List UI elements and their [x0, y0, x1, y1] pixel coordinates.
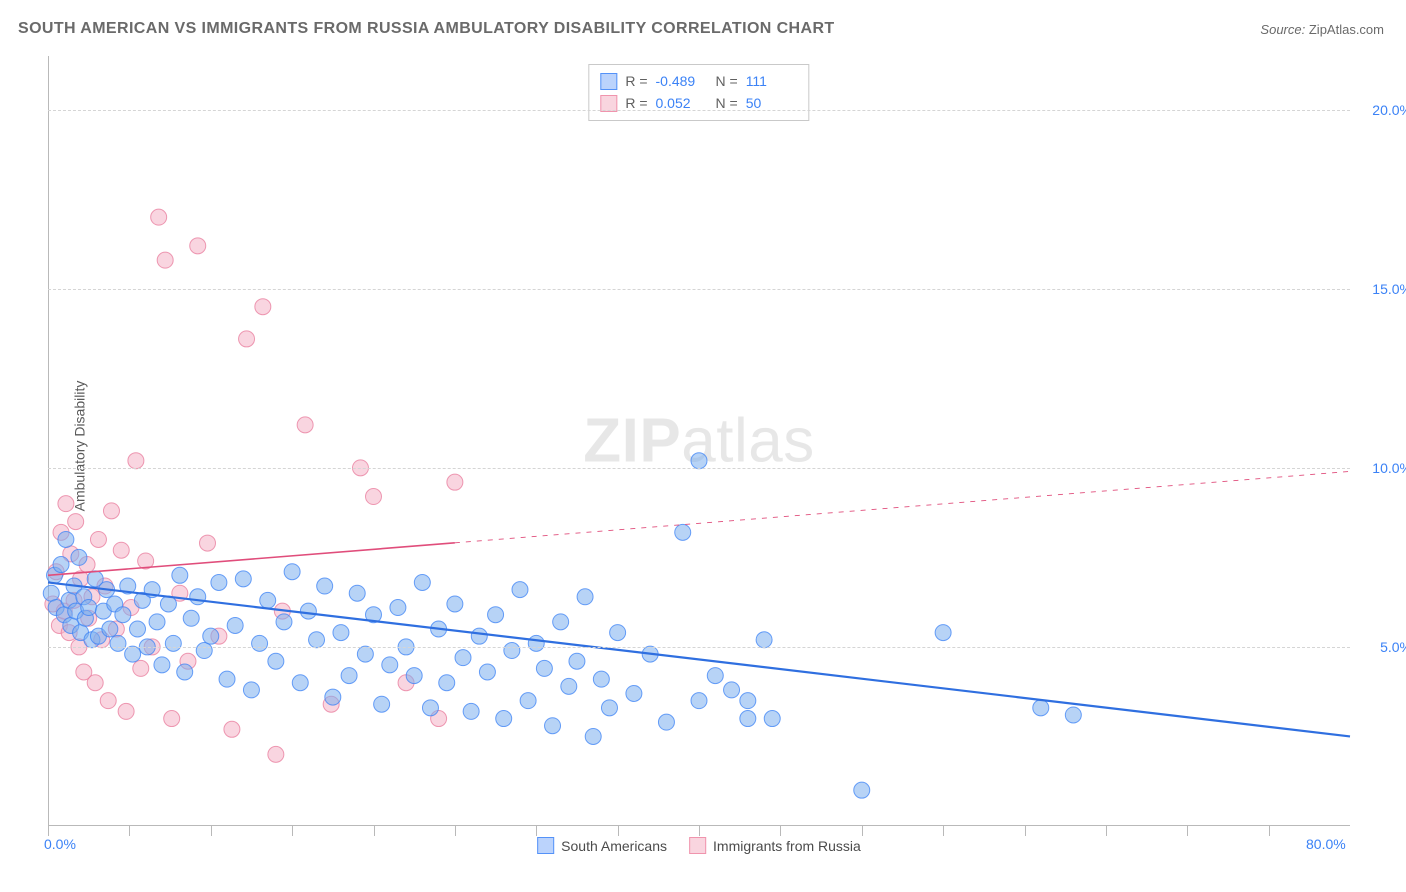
x-tick: [1025, 826, 1026, 836]
x-tick: [374, 826, 375, 836]
x-tick: [699, 826, 700, 836]
plot-svg: [48, 56, 1350, 826]
x-tick: [455, 826, 456, 836]
gridline: [48, 289, 1350, 290]
n-value-sa: 111: [746, 70, 798, 92]
r-label: R =: [625, 70, 647, 92]
source-label: Source:: [1260, 22, 1305, 37]
n-value-ru: 50: [746, 92, 798, 114]
legend-item-russia: Immigrants from Russia: [689, 837, 861, 854]
chart-container: SOUTH AMERICAN VS IMMIGRANTS FROM RUSSIA…: [0, 0, 1406, 892]
y-tick-label: 10.0%: [1372, 460, 1406, 476]
gridline: [48, 110, 1350, 111]
x-tick: [780, 826, 781, 836]
swatch-blue: [600, 73, 617, 90]
n-label: N =: [716, 70, 738, 92]
legend-label-sa: South Americans: [561, 838, 667, 854]
stats-legend: R = -0.489 N = 111 R = 0.052 N = 50: [588, 64, 809, 121]
x-tick: [536, 826, 537, 836]
x-tick-label: 80.0%: [1306, 836, 1346, 852]
x-tick: [129, 826, 130, 836]
x-tick-label: 0.0%: [44, 836, 76, 852]
stats-row-russia: R = 0.052 N = 50: [600, 92, 797, 114]
x-tick: [48, 826, 49, 836]
x-tick: [1187, 826, 1188, 836]
n-label: N =: [716, 92, 738, 114]
source-value: ZipAtlas.com: [1309, 22, 1384, 37]
x-tick: [211, 826, 212, 836]
r-label: R =: [625, 92, 647, 114]
x-tick: [862, 826, 863, 836]
gridline: [48, 647, 1350, 648]
legend-item-south-americans: South Americans: [537, 837, 667, 854]
x-tick: [1269, 826, 1270, 836]
r-value-sa: -0.489: [656, 70, 708, 92]
swatch-blue: [537, 837, 554, 854]
x-tick: [292, 826, 293, 836]
bottom-legend: South Americans Immigrants from Russia: [537, 837, 861, 854]
swatch-pink: [689, 837, 706, 854]
y-tick-label: 5.0%: [1380, 639, 1406, 655]
source-attribution: Source: ZipAtlas.com: [1260, 22, 1384, 37]
plot-area: ZIPatlas R = -0.489 N = 111 R = 0.052 N …: [48, 56, 1350, 826]
legend-label-ru: Immigrants from Russia: [713, 838, 861, 854]
x-tick: [618, 826, 619, 836]
x-tick: [1106, 826, 1107, 836]
y-tick-label: 15.0%: [1372, 281, 1406, 297]
x-tick: [943, 826, 944, 836]
r-value-ru: 0.052: [656, 92, 708, 114]
gridline: [48, 468, 1350, 469]
chart-title: SOUTH AMERICAN VS IMMIGRANTS FROM RUSSIA…: [18, 20, 835, 38]
stats-row-south-americans: R = -0.489 N = 111: [600, 70, 797, 92]
y-tick-label: 20.0%: [1372, 102, 1406, 118]
